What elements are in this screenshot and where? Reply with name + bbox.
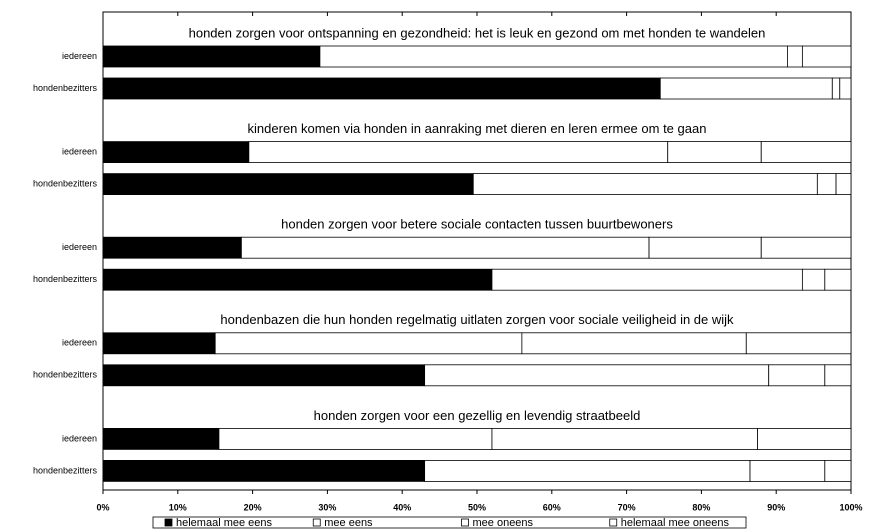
x-tick-label: 80% xyxy=(692,502,710,512)
group-title: kinderen komen via honden in aanraking m… xyxy=(248,121,707,136)
y-tick-label: iedereen xyxy=(62,146,97,156)
bar-segment xyxy=(801,45,852,68)
bar-segment xyxy=(491,427,758,450)
bar-segment xyxy=(102,364,426,387)
legend-label: mee oneens xyxy=(473,517,534,529)
bar-segment xyxy=(648,236,762,259)
bar-segment xyxy=(824,364,852,387)
bar-segment xyxy=(248,141,669,164)
bar-segment xyxy=(102,141,250,164)
bar-segment xyxy=(102,236,242,259)
legend-swatch xyxy=(461,518,469,527)
x-tick-label: 60% xyxy=(543,502,561,512)
bar-segment xyxy=(760,236,852,259)
bar-segment xyxy=(749,459,826,482)
bar-segment xyxy=(667,141,762,164)
legend-swatch xyxy=(164,518,173,527)
bar-segment xyxy=(218,427,493,450)
y-tick-label: iedereen xyxy=(62,51,97,61)
group-title: hondenbazen die hun honden regelmatig ui… xyxy=(220,312,734,327)
bar-segment xyxy=(757,427,852,450)
bar-segment xyxy=(491,268,803,291)
legend-box xyxy=(152,516,747,529)
bar-segment xyxy=(839,77,852,100)
bar-segment xyxy=(424,364,770,387)
group-title: honden zorgen voor betere sociale contac… xyxy=(281,217,673,232)
bar-segment xyxy=(831,77,841,100)
legend-swatch xyxy=(609,518,618,527)
bar-segment xyxy=(801,268,826,291)
bar-segment xyxy=(824,268,852,291)
bar-segment xyxy=(102,332,216,355)
bar-segment xyxy=(214,332,523,355)
bar-segment xyxy=(102,268,493,291)
legend-label: helemaal mee oneens xyxy=(621,517,730,529)
bar-segment xyxy=(102,459,426,482)
bar-segment xyxy=(319,45,788,68)
bar-segment xyxy=(240,236,650,259)
bar-segment xyxy=(760,141,852,164)
x-tick-label: 10% xyxy=(169,502,187,512)
legend-label: helemaal mee eens xyxy=(176,517,273,529)
bar-segment xyxy=(521,332,747,355)
x-tick-label: 30% xyxy=(318,502,336,512)
bar-segment xyxy=(102,77,661,100)
legend-label: mee eens xyxy=(324,517,373,529)
bar-segment xyxy=(745,332,852,355)
bar-segment xyxy=(787,45,803,68)
x-tick-label: 0% xyxy=(96,502,109,512)
group-title: honden zorgen voor een gezellig en leven… xyxy=(314,408,641,423)
y-tick-label: iedereen xyxy=(62,433,97,443)
x-tick-label: 70% xyxy=(618,502,636,512)
bar-segment xyxy=(102,173,474,196)
x-tick-label: 90% xyxy=(767,502,785,512)
bar-segment xyxy=(102,427,220,450)
y-tick-label: hondenbezitters xyxy=(33,370,98,380)
bar-segment xyxy=(102,45,321,68)
bar-segment xyxy=(768,364,826,387)
bar-segment xyxy=(816,173,837,196)
y-tick-label: iedereen xyxy=(62,338,97,348)
bar-segment xyxy=(659,77,833,100)
bar-segment xyxy=(424,459,751,482)
bar-segment xyxy=(472,173,818,196)
y-tick-label: hondenbezitters xyxy=(33,465,98,475)
y-tick-label: hondenbezitters xyxy=(33,178,98,188)
legend-swatch xyxy=(312,518,321,527)
x-tick-label: 20% xyxy=(244,502,262,512)
y-tick-label: hondenbezitters xyxy=(33,274,98,284)
x-tick-label: 40% xyxy=(393,502,411,512)
bar-segment xyxy=(835,173,852,196)
x-tick-label: 100% xyxy=(839,502,862,512)
group-title: honden zorgen voor ontspanning en gezond… xyxy=(189,25,766,40)
x-tick-label: 50% xyxy=(468,502,486,512)
y-tick-label: iedereen xyxy=(62,242,97,252)
y-tick-label: hondenbezitters xyxy=(33,83,98,93)
bar-segment xyxy=(824,459,852,482)
